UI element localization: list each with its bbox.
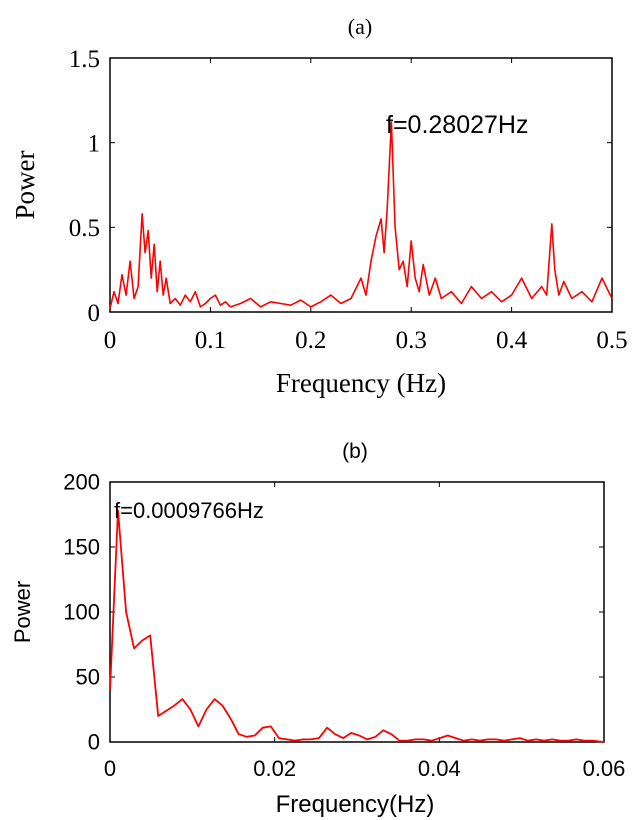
chart-a-xtick-label: 0 bbox=[104, 327, 117, 354]
chart-b-annotation: f=0.0009766Hz bbox=[114, 498, 264, 523]
chart-b-ytick-label: 150 bbox=[63, 535, 100, 560]
chart-a: (a) 0 0.1 0.2 0.3 0.4 0.5 0 0.5 1 1.5 Frequency (… bbox=[10, 14, 628, 398]
chart-b-title: (b) bbox=[342, 440, 368, 463]
chart-a-series-line bbox=[109, 121, 613, 309]
chart-a-ytick-label: 0 bbox=[88, 300, 101, 327]
chart-a-xtick-label: 0.4 bbox=[496, 327, 528, 354]
chart-a-title: (a) bbox=[348, 14, 372, 39]
chart-b-xtick-label: 0 bbox=[104, 756, 116, 781]
chart-a-ylabel: Power bbox=[10, 151, 40, 220]
chart-a-xtick-label: 0.1 bbox=[195, 327, 226, 354]
chart-b-xtick-label: 0.02 bbox=[253, 756, 296, 781]
chart-b-ytick-label: 0 bbox=[88, 730, 100, 755]
chart-a-xtick-label: 0.5 bbox=[596, 327, 627, 354]
chart-b-xtick-label: 0.06 bbox=[583, 756, 626, 781]
chart-b-series-line bbox=[109, 509, 605, 743]
chart-b-ytick-label: 100 bbox=[63, 600, 100, 625]
chart-a-marks: 0 0.1 0.2 0.3 0.4 0.5 0 0.5 1 1.5 bbox=[69, 46, 628, 354]
chart-a-annotation: f=0.28027Hz bbox=[386, 111, 528, 139]
chart-b-xtick-label: 0.04 bbox=[418, 756, 461, 781]
chart-a-xtick-label: 0.2 bbox=[295, 327, 326, 354]
chart-a-plot-area bbox=[109, 57, 613, 313]
chart-b-ytick-label: 50 bbox=[76, 665, 100, 690]
chart-b-marks: 0 0.02 0.04 0.06 0 50 100 150 200 bbox=[63, 470, 625, 781]
chart-b-ytick-label: 200 bbox=[63, 470, 100, 495]
chart-b: (b) 0 0.02 0.04 0.06 0 50 100 150 200 Frequency(… bbox=[10, 440, 625, 818]
chart-a-ytick-label: 0.5 bbox=[69, 215, 100, 242]
chart-a-xlabel: Frequency (Hz) bbox=[276, 368, 446, 398]
chart-a-ytick-label: 1.5 bbox=[69, 46, 100, 73]
chart-a-ytick-label: 1 bbox=[88, 130, 101, 157]
chart-b-ylabel: Power bbox=[10, 581, 35, 643]
chart-b-xlabel: Frequency(Hz) bbox=[276, 791, 435, 818]
chart-a-xtick-label: 0.3 bbox=[396, 327, 427, 354]
